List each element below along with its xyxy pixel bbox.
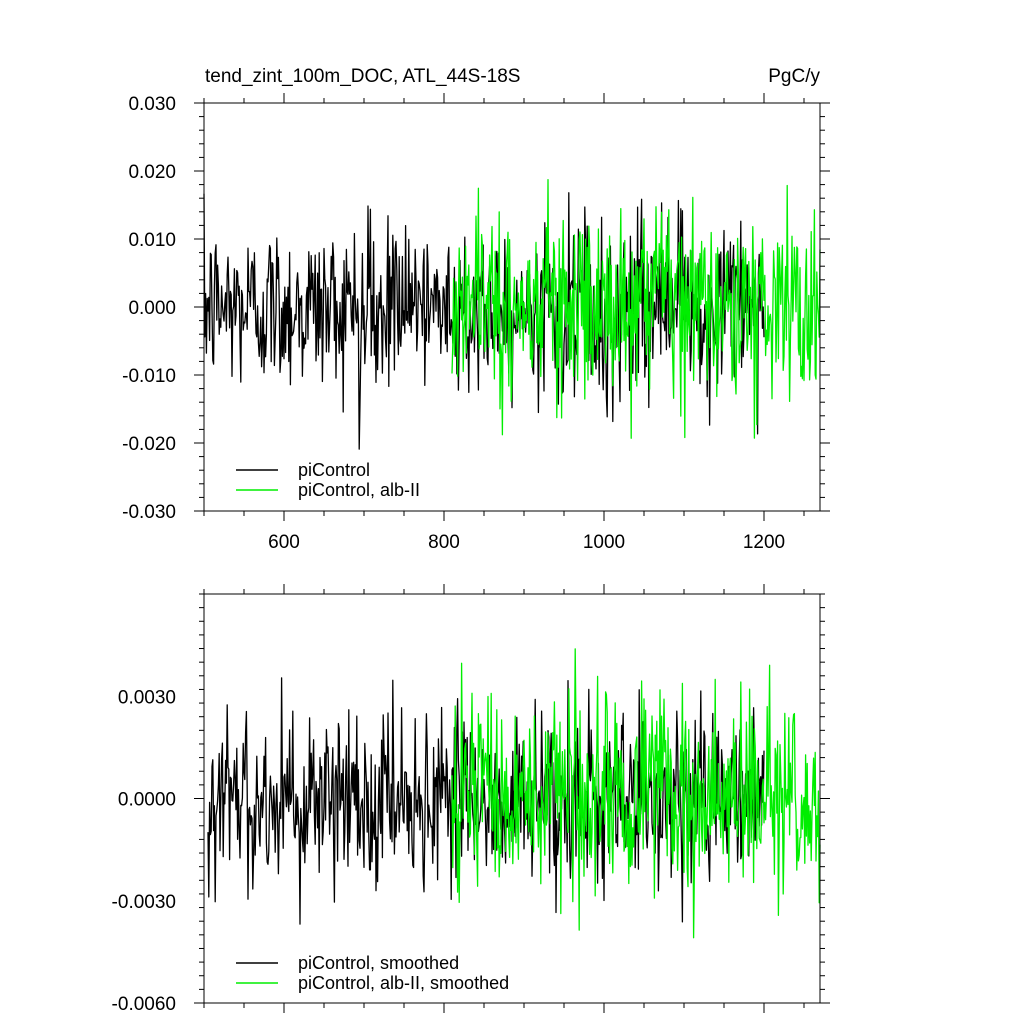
y-tick-label: 0.030 — [128, 94, 176, 115]
series-line-picontrol — [203, 192, 765, 450]
y-tick-label: 0.000 — [128, 298, 176, 319]
bottom-panel: -0.0060 -0.0030 0.0000 0.0030 piControl, smo… — [112, 584, 830, 1015]
figure-title: tend_zint_100m_DOC, ATL_44S-18S — [205, 66, 520, 87]
legend-label: piControl, alb-II — [298, 480, 420, 500]
y-tick-label: -0.0030 — [112, 892, 176, 913]
series-line-picontrol-alb-ii — [451, 178, 821, 439]
legend-label: piControl — [298, 460, 370, 480]
y-tick-label: 0.010 — [128, 230, 176, 251]
x-tick-label: 1000 — [583, 532, 625, 553]
y-tick-label: 0.0030 — [118, 687, 176, 708]
x-tick-label: 600 — [268, 532, 300, 553]
legend-label: piControl, smoothed — [298, 953, 459, 973]
y-tick-label: -0.0060 — [112, 994, 176, 1015]
series-line-picontrol-smoothed — [207, 677, 765, 925]
legend-label: piControl, alb-II, smoothed — [298, 973, 509, 993]
figure-units: PgC/y — [768, 66, 820, 87]
y-tick-label: 0.0000 — [118, 790, 176, 811]
y-tick-label: 0.020 — [128, 162, 176, 183]
top-panel: 600 800 1000 1200 -0.030 -0.020 -0.010 0.000 0.0… — [122, 93, 830, 553]
y-tick-label: -0.010 — [122, 366, 176, 387]
y-tick-label: -0.020 — [122, 434, 176, 455]
x-tick-label: 800 — [428, 532, 460, 553]
y-tick-label: -0.030 — [122, 502, 176, 523]
x-tick-label: 1200 — [743, 532, 785, 553]
series-line-picontrol-alb-ii-smoothed — [451, 648, 821, 939]
